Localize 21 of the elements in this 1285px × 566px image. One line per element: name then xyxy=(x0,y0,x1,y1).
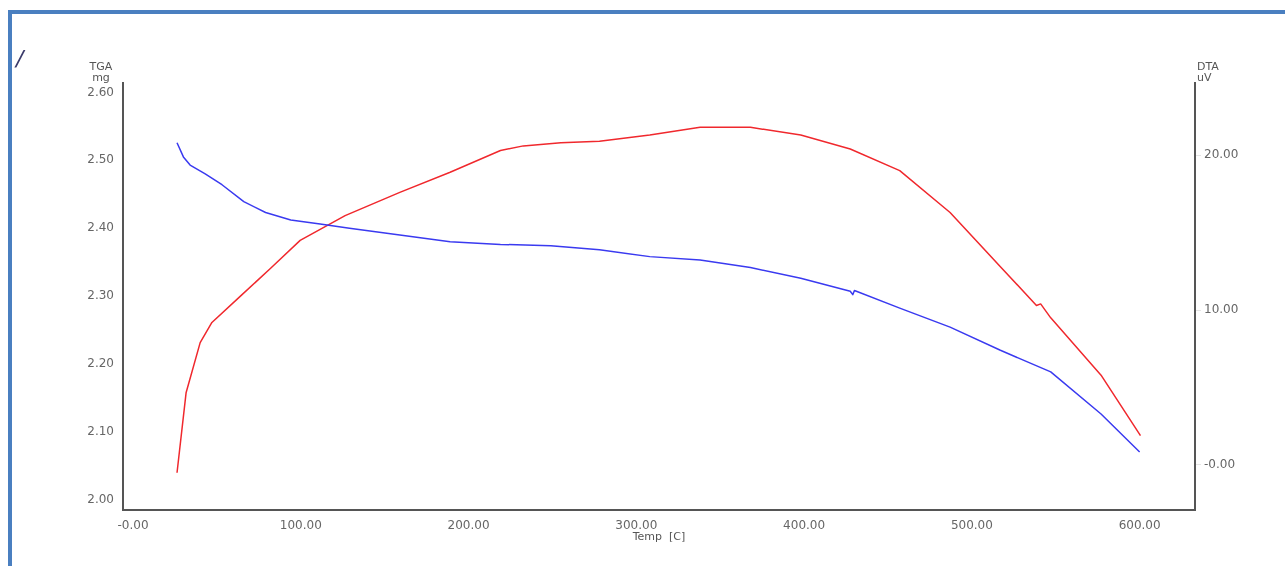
y-tick-label: 2.10 xyxy=(87,423,114,438)
text: / xyxy=(14,46,26,71)
y-axis-title: TGA mg xyxy=(88,60,113,84)
x-tick-label: 600.00 xyxy=(1118,517,1161,532)
x-tick-label: 300.00 xyxy=(615,517,658,532)
y-tick-label: 2.50 xyxy=(87,152,114,167)
y2-tick-label: 10.00 xyxy=(1204,302,1239,317)
x-tick-label: 200.00 xyxy=(447,517,490,532)
x-tick-label: 400.00 xyxy=(783,517,826,532)
y2-tick-label: -0.00 xyxy=(1204,457,1236,472)
y-tick-label: 2.60 xyxy=(87,84,114,99)
y-tick-label: 2.30 xyxy=(87,288,114,303)
y-tick-label: 2.00 xyxy=(87,491,114,506)
y-tick-label: 2.40 xyxy=(87,220,114,235)
y-tick-label: 2.20 xyxy=(87,355,114,370)
x-tick-label: 100.00 xyxy=(279,517,322,532)
y2-tick-label: 20.00 xyxy=(1204,147,1239,162)
x-tick-label: -0.00 xyxy=(117,517,149,532)
y2-axis-title: DTA uV xyxy=(1197,60,1220,84)
x-axis-title: Temp [C] xyxy=(631,529,686,543)
x-tick-label: 500.00 xyxy=(950,517,993,532)
